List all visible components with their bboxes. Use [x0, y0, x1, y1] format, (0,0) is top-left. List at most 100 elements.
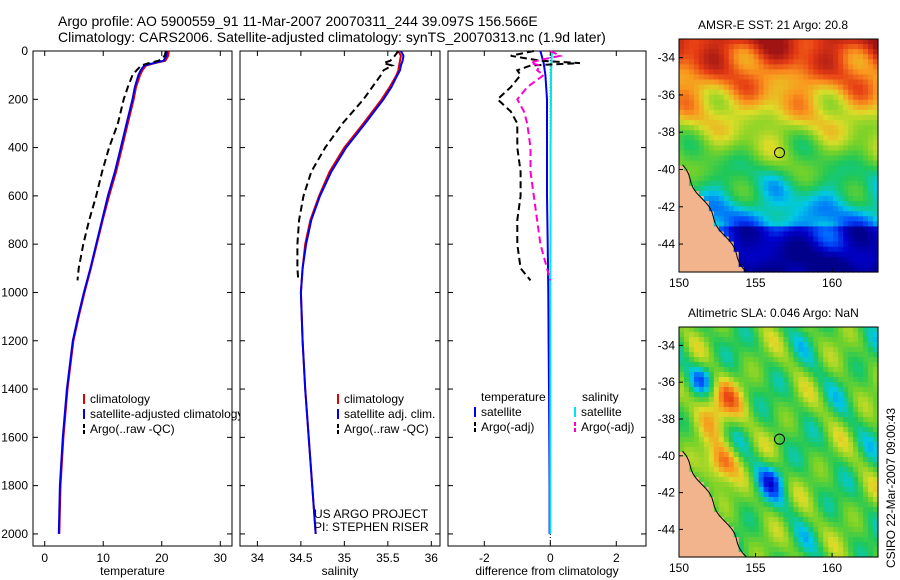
sst_map-cell	[768, 241, 775, 248]
sst_map-cell	[733, 211, 740, 217]
sst_map-cell	[823, 84, 829, 91]
sst_map-cell	[783, 216, 790, 222]
sla_map-cell	[813, 382, 819, 388]
sst_map-cell	[733, 165, 740, 172]
sst_map-cell	[688, 231, 695, 238]
salinity-legend-item: Argo(..raw -QC)	[344, 422, 429, 436]
sla_map-cell	[858, 347, 864, 353]
sst_map-cell	[823, 241, 829, 248]
sst_map-cell	[703, 74, 710, 81]
sla_map-cell	[793, 517, 799, 523]
sla_map-cell	[808, 332, 814, 338]
sla_map-cell	[873, 332, 879, 338]
sst_map-cell	[763, 226, 770, 233]
sst_map-cell	[679, 69, 685, 76]
sla_map-cell	[683, 377, 690, 383]
sla_map-cell	[803, 527, 809, 533]
sst_map-cell	[748, 231, 755, 238]
sst_map-cell	[853, 226, 859, 233]
sla_map-ytick-label: -38	[658, 412, 676, 426]
sst_map-cell	[698, 64, 705, 70]
sst_map-cell	[853, 54, 859, 60]
sst_map-cell	[728, 74, 735, 81]
sst_map-cell	[693, 44, 700, 50]
sla_map-cell	[788, 332, 795, 338]
sst_map-cell	[728, 104, 735, 111]
sst_map-cell	[753, 190, 760, 197]
sla_map-cell	[688, 422, 695, 428]
sla_map-cell	[723, 447, 730, 453]
sla_map-cell	[838, 397, 844, 403]
sla_map-cell	[838, 392, 844, 398]
sst_map-cell	[728, 155, 735, 162]
sst_map-cell	[853, 196, 859, 202]
sst_map-cell	[828, 180, 834, 187]
sst_map-cell	[728, 125, 735, 131]
sla_map-ytick-label: -42	[658, 486, 676, 500]
sst_map-cell	[828, 94, 834, 101]
sst_map-cell	[848, 175, 854, 182]
sst_map-cell	[728, 211, 735, 217]
sst_map-cell	[838, 59, 844, 65]
sst_map-cell	[733, 59, 740, 65]
sla_map-cell	[738, 392, 745, 398]
sst_map-cell	[828, 130, 834, 136]
sst_map-cell	[703, 125, 710, 131]
sst_map-cell	[808, 59, 814, 65]
sla_map-cell	[788, 417, 795, 423]
sla_map-cell	[683, 537, 690, 543]
sla_map-cell	[683, 427, 690, 433]
sla_map-ytick-label: -34	[658, 338, 676, 352]
sst_map-cell	[813, 84, 819, 91]
sst_map-cell	[728, 201, 735, 207]
sla_map-cell	[803, 492, 809, 498]
sst_map-cell	[803, 130, 809, 136]
sst_map-cell	[783, 114, 790, 121]
sla_map-cell	[868, 552, 874, 558]
sst_map-cell	[738, 145, 745, 152]
sst_map-cell	[818, 241, 824, 248]
sst_map-cell	[873, 175, 879, 182]
sla_map-cell	[843, 377, 849, 383]
sla_map-cell	[828, 337, 834, 343]
sla_map-cell	[823, 432, 829, 438]
sst_map-cell	[848, 145, 854, 152]
sla_map-cell	[778, 417, 785, 423]
sla_map-cell	[679, 507, 685, 513]
sst_map-cell	[868, 246, 874, 253]
sst_map-cell	[698, 74, 705, 81]
sst_map-cell	[813, 140, 819, 146]
sla_map-cell	[828, 487, 834, 493]
sst_map-cell	[718, 190, 725, 197]
sla_map-cell	[679, 542, 685, 548]
sst_map-cell	[838, 69, 844, 76]
sst_map-cell	[723, 120, 730, 126]
sst_map-cell	[738, 231, 745, 238]
sla_map-cell	[833, 437, 839, 443]
sst_map-cell	[873, 79, 879, 86]
sla_map-cell	[788, 427, 795, 433]
sla_map-cell	[813, 347, 819, 353]
sst_map-cell	[679, 59, 685, 65]
sst_map-cell	[828, 236, 834, 243]
sla_map-cell	[793, 532, 799, 538]
sst_map-cell	[679, 221, 685, 228]
sst_map-cell	[868, 185, 874, 192]
sla_map-cell	[813, 332, 819, 338]
sst_map-cell	[768, 64, 775, 70]
sla_map-cell	[693, 447, 700, 453]
sla_map-cell	[768, 377, 775, 383]
sst_map-cell	[873, 109, 879, 116]
sla_map-cell	[703, 482, 710, 488]
sla_map-cell	[679, 472, 685, 478]
sst_map-ytick-label: -36	[658, 88, 676, 102]
sst_map-cell	[823, 206, 829, 212]
sla_map-cell	[753, 402, 760, 408]
sla_map-cell	[858, 352, 864, 358]
sst_map-cell	[703, 109, 710, 116]
sla_map-cell	[758, 537, 765, 543]
sst_map-cell	[873, 170, 879, 177]
sla_map-cell	[798, 387, 804, 393]
sst_map-cell	[848, 251, 854, 258]
sst_map-cell	[843, 64, 849, 70]
